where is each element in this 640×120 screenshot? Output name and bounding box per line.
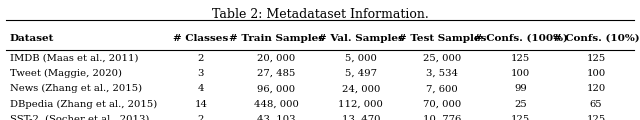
Text: Dataset: Dataset (10, 34, 54, 43)
Text: 14: 14 (195, 100, 207, 109)
Text: 120: 120 (586, 84, 605, 93)
Text: 125: 125 (511, 115, 531, 120)
Text: 70, 000: 70, 000 (423, 100, 461, 109)
Text: 3: 3 (198, 69, 204, 78)
Text: 5, 497: 5, 497 (345, 69, 377, 78)
Text: DBpedia (Zhang et al., 2015): DBpedia (Zhang et al., 2015) (10, 100, 157, 109)
Text: # Confs. (100%): # Confs. (100%) (474, 34, 568, 43)
Text: 27, 485: 27, 485 (257, 69, 295, 78)
Text: 25: 25 (515, 100, 527, 109)
Text: IMDB (Maas et al., 2011): IMDB (Maas et al., 2011) (10, 54, 138, 63)
Text: 24, 000: 24, 000 (342, 84, 380, 93)
Text: 100: 100 (511, 69, 531, 78)
Text: 25, 000: 25, 000 (423, 54, 461, 63)
Text: 125: 125 (586, 54, 605, 63)
Text: 10, 776: 10, 776 (423, 115, 461, 120)
Text: # Classes: # Classes (173, 34, 228, 43)
Text: 4: 4 (198, 84, 204, 93)
Text: 2: 2 (198, 54, 204, 63)
Text: # Train Samples: # Train Samples (228, 34, 324, 43)
Text: # Test Samples: # Test Samples (398, 34, 486, 43)
Text: SST-2  (Socher et al., 2013): SST-2 (Socher et al., 2013) (10, 115, 149, 120)
Text: 3, 534: 3, 534 (426, 69, 458, 78)
Text: 448, 000: 448, 000 (253, 100, 298, 109)
Text: 13, 470: 13, 470 (342, 115, 380, 120)
Text: Tweet (Maggie, 2020): Tweet (Maggie, 2020) (10, 69, 122, 78)
Text: 5, 000: 5, 000 (345, 54, 377, 63)
Text: 96, 000: 96, 000 (257, 84, 295, 93)
Text: 43, 103: 43, 103 (257, 115, 295, 120)
Text: 112, 000: 112, 000 (339, 100, 383, 109)
Text: 100: 100 (586, 69, 605, 78)
Text: 125: 125 (511, 54, 531, 63)
Text: # Val. Samples: # Val. Samples (318, 34, 404, 43)
Text: News (Zhang et al., 2015): News (Zhang et al., 2015) (10, 84, 141, 93)
Text: 20, 000: 20, 000 (257, 54, 295, 63)
Text: 99: 99 (515, 84, 527, 93)
Text: 125: 125 (586, 115, 605, 120)
Text: 7, 600: 7, 600 (426, 84, 458, 93)
Text: # Confs. (10%): # Confs. (10%) (553, 34, 639, 43)
Text: Table 2: Metadataset Information.: Table 2: Metadataset Information. (212, 8, 428, 21)
Text: 65: 65 (589, 100, 602, 109)
Text: 2: 2 (198, 115, 204, 120)
